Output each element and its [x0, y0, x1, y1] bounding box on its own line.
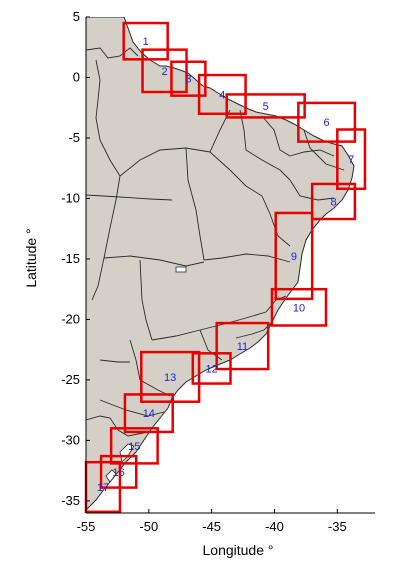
- region-box-9: [274, 211, 314, 301]
- region-box-label: 17: [97, 482, 109, 494]
- region-box-label: 7: [348, 154, 354, 166]
- y-tick-label: -5: [68, 130, 80, 145]
- region-box-label: 9: [291, 251, 297, 263]
- axes-frame: [85, 17, 375, 514]
- region-box-label: 15: [128, 441, 140, 453]
- region-box-label: 1: [143, 36, 149, 48]
- region-box-11: [215, 321, 270, 371]
- lagoon: [105, 469, 117, 483]
- x-ticks: -55 -50 -45 -40 -35: [77, 509, 347, 534]
- region-box-16: [99, 454, 138, 489]
- region-box-3: [170, 60, 207, 97]
- y-tick-label: 0: [73, 69, 80, 84]
- x-tick-label: -55: [77, 519, 96, 534]
- region-box-5: [225, 93, 306, 119]
- x-axis-title: Longitude °: [203, 542, 274, 558]
- region-box-12: [191, 352, 232, 385]
- region-box-label: 14: [143, 408, 155, 420]
- region-box-label: 3: [185, 74, 191, 86]
- region-box-label: 5: [263, 101, 269, 113]
- region-box-label: 2: [161, 66, 167, 78]
- region-box-14: [123, 393, 174, 434]
- y-tick-label: 5: [73, 9, 80, 24]
- region-box-6: [297, 101, 357, 143]
- region-box-label: 6: [324, 117, 330, 129]
- region-box-label: 4: [219, 89, 225, 101]
- region-box-1: [122, 21, 169, 61]
- y-ticks: 5 0 -5 -10 -15 -20 -25 -30 -35: [61, 9, 90, 508]
- region-box-15: [109, 427, 159, 465]
- y-axis-title: Latitude °: [23, 228, 39, 287]
- region-box-label: 10: [293, 302, 305, 314]
- region-box-2: [141, 48, 188, 94]
- y-tick-label: -30: [61, 432, 80, 447]
- region-box-7: [336, 128, 367, 191]
- region-box-10: [270, 287, 328, 327]
- lake: [175, 266, 187, 273]
- region-box-label: 13: [164, 372, 176, 384]
- x-tick-label: -50: [139, 519, 158, 534]
- region-box-label: 12: [206, 363, 218, 375]
- y-tick-label: -15: [61, 251, 80, 266]
- y-tick-label: -25: [61, 372, 80, 387]
- region-box-label: 11: [237, 341, 248, 353]
- x-tick-label: -45: [202, 519, 221, 534]
- lagoon: [119, 443, 135, 463]
- x-tick-label: -40: [265, 519, 284, 534]
- region-box-13: [140, 350, 201, 403]
- region-box-label: 8: [330, 196, 336, 208]
- y-tick-label: -20: [61, 311, 80, 326]
- y-tick-label: -35: [61, 493, 80, 508]
- borders: [86, 47, 345, 437]
- y-tick-label: -10: [61, 190, 80, 205]
- x-tick-label: -35: [328, 519, 347, 534]
- region-box-8: [310, 182, 357, 221]
- region-box-label: 16: [113, 467, 125, 479]
